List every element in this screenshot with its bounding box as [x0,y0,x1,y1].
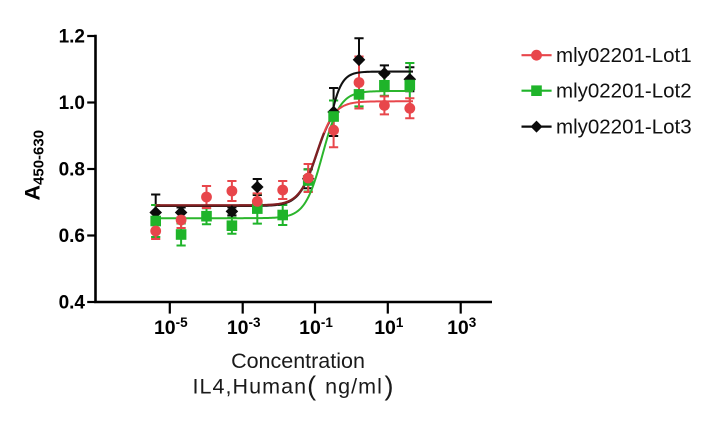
svg-text:10-1: 10-1 [299,315,333,339]
svg-text:mly02201-Lot2: mly02201-Lot2 [556,80,692,103]
svg-text:1.2: 1.2 [59,27,85,48]
svg-text:IL4,Human(ng/ml): IL4,Human(ng/ml) [193,371,395,401]
svg-text:0.8: 0.8 [59,160,85,181]
svg-text:mly02201-Lot1: mly02201-Lot1 [556,44,692,67]
svg-text:0.6: 0.6 [59,226,85,247]
svg-text:0.4: 0.4 [59,293,86,314]
svg-text:Concentration: Concentration [231,349,365,373]
svg-text:1.0: 1.0 [59,93,85,114]
svg-text:mly02201-Lot3: mly02201-Lot3 [556,116,692,139]
svg-text:10-3: 10-3 [227,315,261,339]
